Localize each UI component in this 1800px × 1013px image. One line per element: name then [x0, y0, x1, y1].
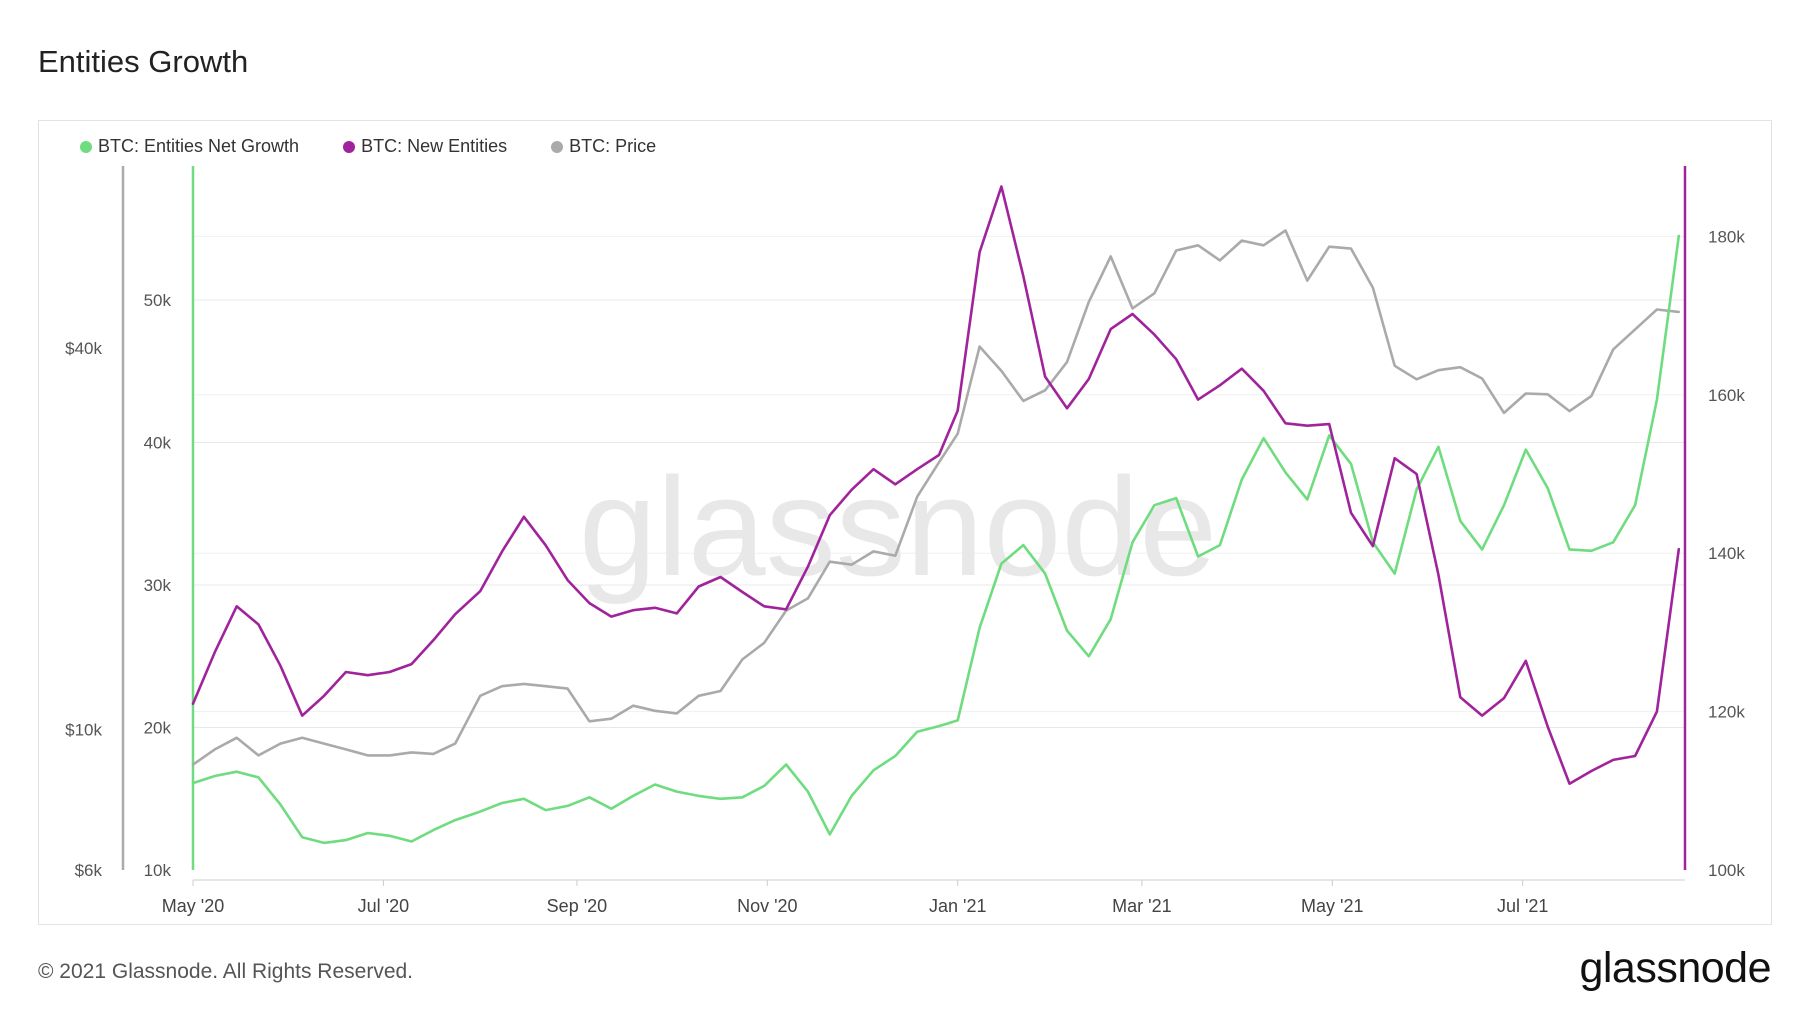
page-title: Entities Growth	[38, 44, 249, 79]
legend-label-new-entities: BTC: New Entities	[361, 136, 508, 156]
legend-dot-price	[551, 140, 564, 153]
price-tick-label: $40k	[65, 339, 102, 358]
x-tick-label: Sep '20	[547, 896, 608, 916]
price-line[interactable]	[191, 229, 1681, 766]
new-entities-tick-label: 120k	[1708, 703, 1745, 722]
price-tick-label: $6k	[75, 861, 103, 880]
net-growth-tick-label: 50k	[144, 291, 172, 310]
legend-item-new-entities[interactable]: BTC: New Entities	[343, 136, 507, 157]
legend-dot-new-entities	[343, 140, 356, 153]
legend-item-net-growth[interactable]: BTC: Entities Net Growth	[80, 136, 299, 157]
legend-label-net-growth: BTC: Entities Net Growth	[98, 136, 300, 156]
legend-label-price: BTC: Price	[569, 136, 657, 156]
x-tick-label: May '20	[162, 896, 224, 916]
x-tick-label: Mar '21	[1112, 896, 1171, 916]
new-entities-tick-label: 100k	[1708, 861, 1745, 880]
legend-item-price[interactable]: BTC: Price	[551, 136, 656, 157]
new-entities-tick-label: 180k	[1708, 227, 1745, 246]
net-growth-tick-label: 20k	[144, 719, 172, 738]
new-entities-tick-label: 160k	[1708, 386, 1745, 405]
watermark-text: glassnode	[579, 448, 1217, 605]
glassnode-logo[interactable]: glassnode	[1579, 944, 1771, 992]
net-growth-tick-label: 10k	[144, 861, 172, 880]
chart-legend: BTC: Entities Net Growth BTC: New Entiti…	[80, 136, 656, 157]
x-tick-label: Jan '21	[929, 896, 986, 916]
net-growth-tick-label: 30k	[144, 576, 172, 595]
series-layer	[191, 185, 1681, 845]
x-tick-label: Jul '20	[358, 896, 409, 916]
axis-layer: $6k $10k $40k 10k 20k 30k 40k 50k 100k 120k 140k 16…	[65, 166, 1745, 916]
net-growth-tick-label: 40k	[144, 434, 172, 453]
net-growth-line[interactable]	[191, 234, 1681, 845]
x-tick-label: Jul '21	[1497, 896, 1548, 916]
x-tick-label: May '21	[1301, 896, 1363, 916]
new-entities-tick-label: 140k	[1708, 544, 1745, 563]
chart-frame	[38, 120, 1772, 925]
grid-layer	[193, 235, 1685, 728]
x-tick-label: Nov '20	[737, 896, 797, 916]
new-entities-line[interactable]	[191, 185, 1681, 785]
legend-dot-net-growth	[80, 140, 92, 153]
footer-copyright: © 2021 Glassnode. All Rights Reserved.	[38, 960, 414, 983]
price-tick-label: $10k	[65, 720, 102, 739]
